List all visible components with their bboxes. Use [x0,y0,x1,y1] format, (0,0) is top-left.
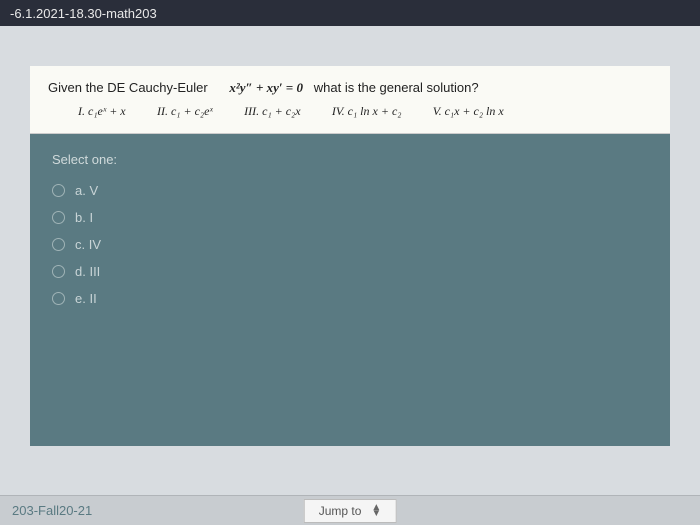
question-header: Given the DE Cauchy-Euler x²y″ + xy′ = 0… [30,66,670,134]
content-frame: Given the DE Cauchy-Euler x²y″ + xy′ = 0… [0,26,700,495]
radio-icon [52,211,65,224]
radio-icon [52,238,65,251]
option-e[interactable]: e. II [52,285,648,312]
roman-choices: I. c₁eˣ + x II. c₁ + c₂eˣ III. c₁ + c₂x … [48,104,652,119]
bottom-bar: 203-Fall20-21 Jump to ▲▼ [0,495,700,525]
radio-icon [52,184,65,197]
sort-icon: ▲▼ [371,505,381,517]
option-e-label: e. II [75,291,97,306]
option-d-label: d. III [75,264,100,279]
course-label: 203-Fall20-21 [12,503,92,518]
window-title-bar: -6.1.2021-18.30-math203 [0,0,700,26]
select-one-label: Select one: [52,152,648,167]
radio-icon [52,265,65,278]
radio-icon [52,292,65,305]
option-c-label: c. IV [75,237,101,252]
option-a[interactable]: a. V [52,177,648,204]
prompt-prefix: Given the DE Cauchy-Euler [48,80,208,95]
option-b[interactable]: b. I [52,204,648,231]
choice-iii: III. c₁ + c₂x [244,104,300,118]
choice-ii: II. c₁ + c₂eˣ [157,104,213,118]
option-b-label: b. I [75,210,93,225]
answer-area: Select one: a. V b. I c. IV d. III e. II [30,134,670,330]
choice-iv: IV. c₁ ln x + c₂ [332,104,402,118]
choice-i: I. c₁eˣ + x [78,104,126,118]
option-a-label: a. V [75,183,98,198]
prompt-suffix: what is the general solution? [314,80,479,95]
question-panel: Given the DE Cauchy-Euler x²y″ + xy′ = 0… [30,66,670,446]
jump-to-label: Jump to [319,504,362,518]
equation: x²y″ + xy′ = 0 [229,80,303,95]
option-c[interactable]: c. IV [52,231,648,258]
window-title: -6.1.2021-18.30-math203 [10,6,157,21]
question-prompt-line: Given the DE Cauchy-Euler x²y″ + xy′ = 0… [48,80,652,96]
choice-v: V. c₁x + c₂ ln x [433,104,504,118]
option-d[interactable]: d. III [52,258,648,285]
jump-to-dropdown[interactable]: Jump to ▲▼ [304,499,397,523]
